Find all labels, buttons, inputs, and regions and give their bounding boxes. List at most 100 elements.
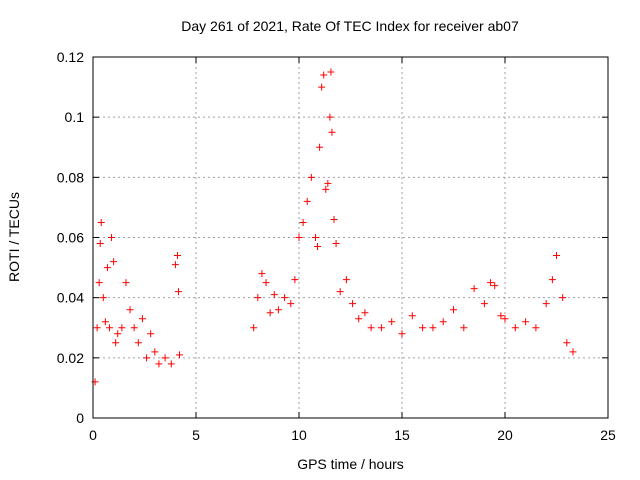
data-point: [491, 282, 499, 290]
chart-title: Day 261 of 2021, Rate Of TEC Index for r…: [181, 18, 519, 34]
data-point: [118, 324, 126, 332]
data-point: [130, 324, 138, 332]
data-point: [270, 291, 278, 299]
data-point: [328, 128, 336, 136]
y-tick-label: 0.08: [57, 169, 84, 185]
data-point: [314, 243, 322, 251]
data-point: [138, 315, 146, 323]
data-point: [511, 324, 519, 332]
data-point: [355, 315, 363, 323]
data-point: [274, 306, 282, 314]
data-point: [167, 360, 175, 368]
y-tick-label: 0.02: [57, 350, 84, 366]
data-point: [322, 185, 330, 193]
data-point: [93, 324, 101, 332]
data-point: [324, 179, 332, 187]
x-tick-label: 15: [394, 427, 410, 443]
data-point: [134, 339, 142, 347]
data-point: [367, 324, 375, 332]
data-point: [439, 318, 447, 326]
data-point: [151, 348, 159, 356]
data-point: [487, 279, 495, 287]
data-point: [548, 276, 556, 284]
data-point: [311, 234, 319, 241]
y-tick-label: 0.12: [57, 49, 84, 65]
data-point: [291, 276, 299, 284]
data-point: [361, 309, 369, 317]
data-point: [176, 351, 184, 359]
data-point: [112, 339, 120, 347]
data-point: [532, 324, 540, 332]
data-point: [342, 276, 350, 284]
data-point: [563, 339, 571, 347]
x-tick-label: 5: [192, 427, 200, 443]
data-point: [299, 218, 307, 226]
data-point: [108, 234, 116, 241]
data-point: [408, 312, 416, 320]
data-point: [318, 83, 326, 91]
data-point: [122, 279, 130, 287]
data-point: [553, 252, 560, 260]
data-points: [91, 68, 577, 386]
data-point: [254, 294, 262, 302]
data-point: [114, 330, 122, 338]
data-point: [97, 218, 105, 226]
y-tick-label: 0.06: [57, 230, 84, 246]
data-point: [398, 330, 406, 338]
data-point: [501, 315, 509, 323]
data-point: [110, 258, 118, 266]
data-point: [349, 300, 357, 308]
data-point: [559, 294, 567, 302]
x-axis-label: GPS time / hours: [297, 456, 404, 472]
data-point: [174, 288, 182, 296]
x-tick-label: 25: [600, 427, 616, 443]
data-point: [295, 234, 303, 241]
data-point: [307, 173, 315, 181]
data-point: [266, 309, 274, 317]
data-point: [143, 354, 151, 362]
data-point: [258, 270, 266, 278]
data-point: [303, 197, 311, 205]
data-point: [147, 330, 155, 338]
data-point: [95, 279, 103, 287]
data-point: [316, 143, 324, 151]
data-point: [105, 324, 113, 332]
data-point: [429, 324, 437, 332]
data-point: [281, 294, 289, 302]
data-point: [250, 324, 258, 332]
data-point: [377, 324, 385, 332]
data-point: [419, 324, 427, 332]
data-point: [569, 348, 577, 356]
data-point: [155, 360, 163, 368]
axis-ticks: 0 5 10 15 20 25 0 0.02 0.04 0.06 0.08 0.1 0.12: [57, 49, 616, 443]
data-point: [171, 261, 179, 269]
x-tick-label: 10: [291, 427, 307, 443]
y-axis-label: ROTI / TECUs: [6, 192, 22, 282]
data-point: [287, 300, 295, 308]
y-tick-label: 0: [76, 410, 84, 426]
x-tick-label: 20: [497, 427, 513, 443]
y-tick-label: 0.04: [57, 290, 84, 306]
data-point: [336, 288, 344, 296]
data-point: [450, 306, 457, 314]
data-point: [161, 354, 169, 362]
data-point: [101, 318, 109, 326]
data-point: [326, 113, 334, 121]
y-tick-label: 0.1: [65, 109, 85, 125]
data-point: [320, 71, 328, 79]
data-point: [327, 68, 335, 76]
data-point: [388, 318, 396, 326]
data-point: [173, 252, 181, 260]
data-point: [480, 300, 488, 308]
data-point: [330, 215, 338, 223]
data-point: [522, 318, 530, 326]
data-point: [460, 324, 468, 332]
data-point: [470, 285, 478, 293]
data-point: [262, 279, 270, 287]
data-point: [332, 240, 340, 248]
data-point: [96, 240, 104, 248]
data-point: [99, 294, 107, 302]
data-point: [103, 264, 111, 272]
data-point: [126, 306, 134, 314]
